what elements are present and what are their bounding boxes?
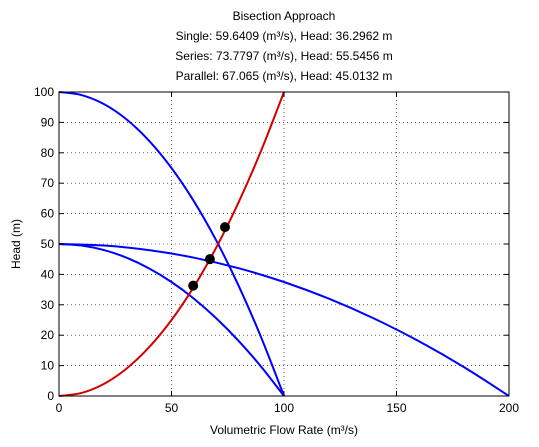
series-layer (58, 91, 510, 397)
series-line-1 (58, 91, 285, 397)
operating-point-2 (204, 254, 215, 265)
y-tick-label-4: 40 (41, 267, 55, 281)
title-line-3: Series: 73.7797 (m³/s), Head: 55.5456 m (175, 49, 392, 63)
y-tick-label-9: 90 (41, 115, 55, 129)
title-line-2: Single: 59.6409 (m³/s), Head: 36.2962 m (176, 29, 393, 43)
y-tick-label-10: 100 (34, 85, 54, 99)
y-tick-label-1: 10 (41, 359, 55, 373)
y-axis-ticks: 0 10 20 30 40 50 60 70 80 90 100 (34, 85, 509, 403)
intersection-points (188, 222, 231, 291)
x-tick-label-3: 150 (386, 401, 406, 415)
chart-title: Bisection Approach Single: 59.6409 (m³/s… (175, 9, 392, 83)
y-axis-label: Head (m) (9, 219, 23, 269)
y-tick-label-3: 30 (41, 298, 55, 312)
title-line-1: Bisection Approach (233, 9, 336, 23)
operating-point-0 (188, 280, 199, 291)
x-tick-label-4: 200 (499, 401, 519, 415)
operating-point-1 (220, 222, 231, 233)
y-tick-label-7: 70 (41, 176, 55, 190)
x-tick-label-2: 100 (274, 401, 294, 415)
series-line-3 (58, 91, 285, 397)
title-line-4: Parallel: 67.065 (m³/s), Head: 45.0132 m (176, 69, 393, 83)
y-tick-label-0: 0 (47, 389, 54, 403)
series-line-2 (58, 243, 510, 397)
x-tick-label-0: 0 (56, 401, 63, 415)
y-tick-label-5: 50 (41, 237, 55, 251)
grid (59, 92, 509, 396)
y-tick-label-2: 20 (41, 328, 55, 342)
x-tick-label-1: 50 (165, 401, 179, 415)
series-line-0 (58, 243, 285, 397)
y-tick-label-6: 60 (41, 207, 55, 221)
x-axis-label: Volumetric Flow Rate (m³/s) (210, 423, 358, 437)
y-tick-label-8: 80 (41, 146, 55, 160)
x-axis-ticks: 0 50 100 150 200 (56, 92, 519, 415)
